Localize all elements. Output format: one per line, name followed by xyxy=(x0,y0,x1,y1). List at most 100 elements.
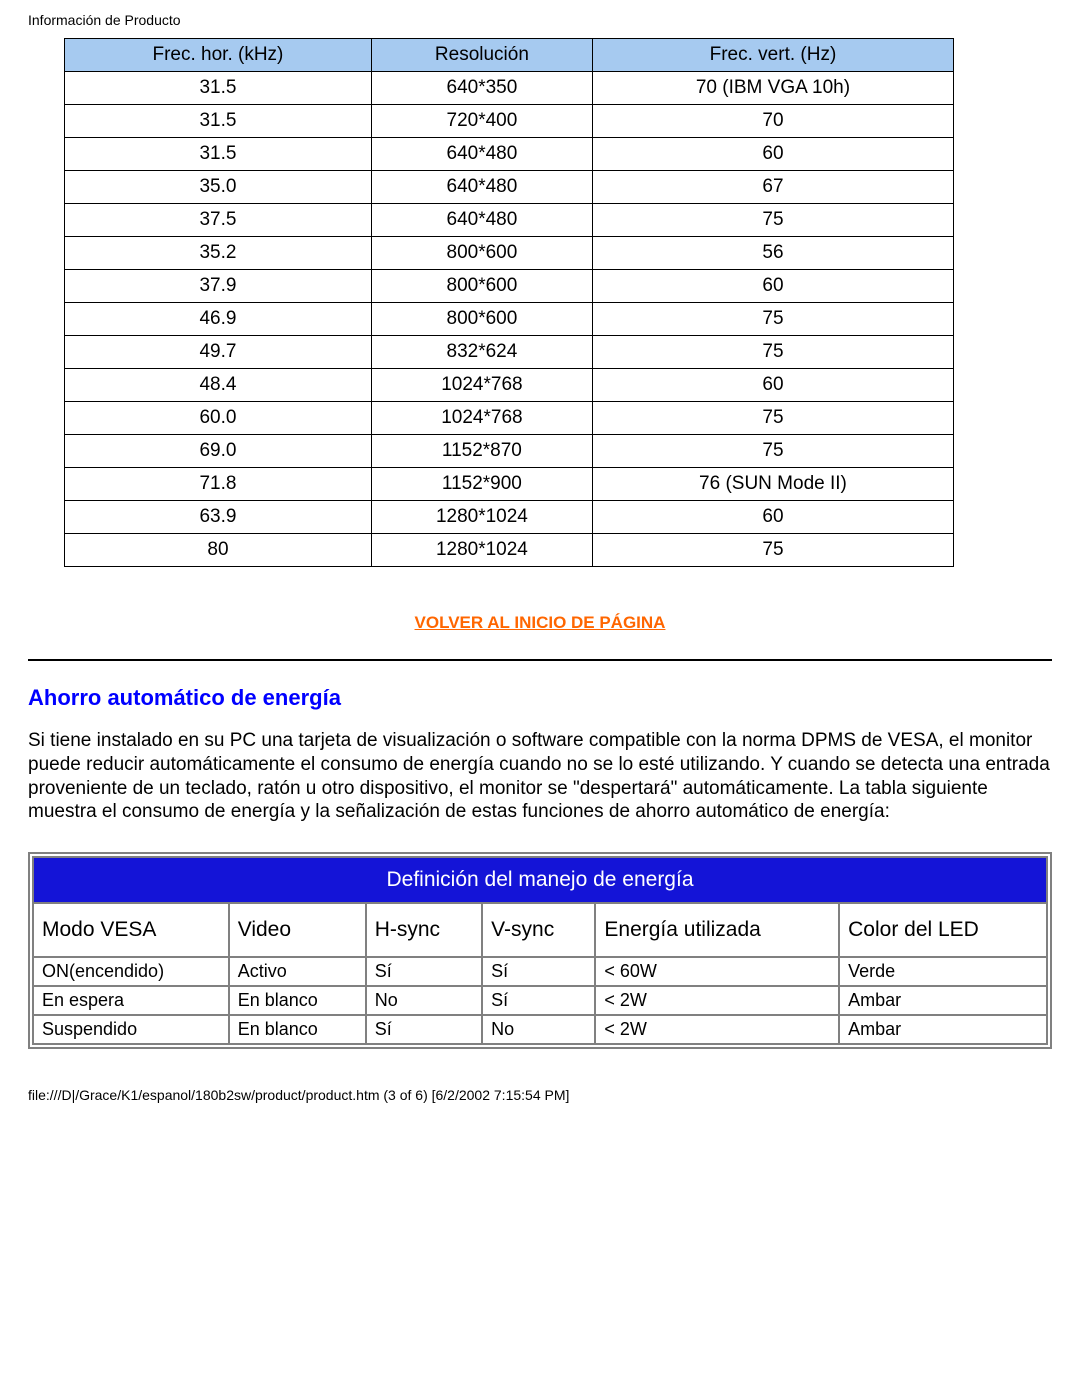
table-row: SuspendidoEn blancoSíNo< 2WAmbar xyxy=(33,1015,1047,1044)
table-cell: 832*624 xyxy=(371,336,592,369)
table-cell: 1280*1024 xyxy=(371,501,592,534)
table-row: 46.9800*60075 xyxy=(65,303,954,336)
table-cell: 75 xyxy=(592,534,953,567)
table-cell: Sí xyxy=(482,986,595,1015)
table-cell: ON(encendido) xyxy=(33,957,229,986)
table-cell: 800*600 xyxy=(371,303,592,336)
table-cell: 1024*768 xyxy=(371,402,592,435)
table-row: 63.91280*102460 xyxy=(65,501,954,534)
table-cell: Sí xyxy=(482,957,595,986)
table-row: 71.81152*90076 (SUN Mode II) xyxy=(65,468,954,501)
section-title: Ahorro automático de energía xyxy=(28,685,1052,711)
table-cell: 1024*768 xyxy=(371,369,592,402)
power-col-led: Color del LED xyxy=(839,903,1047,957)
table-cell: 1280*1024 xyxy=(371,534,592,567)
table-row: 60.01024*76875 xyxy=(65,402,954,435)
table-cell: 69.0 xyxy=(65,435,372,468)
table-cell: No xyxy=(366,986,482,1015)
table-row: 801280*102475 xyxy=(65,534,954,567)
table-row: ON(encendido)ActivoSíSí< 60WVerde xyxy=(33,957,1047,986)
table-cell: 75 xyxy=(592,402,953,435)
table-cell: Ambar xyxy=(839,986,1047,1015)
table-cell: 70 xyxy=(592,105,953,138)
table-row: 49.7832*62475 xyxy=(65,336,954,369)
table-cell: 31.5 xyxy=(65,105,372,138)
back-to-top-wrap: VOLVER AL INICIO DE PÁGINA xyxy=(28,612,1052,634)
table-cell: < 60W xyxy=(595,957,839,986)
table-cell: 60 xyxy=(592,270,953,303)
table-cell: Ambar xyxy=(839,1015,1047,1044)
resolution-col-hor: Frec. hor. (kHz) xyxy=(65,39,372,72)
table-row: 31.5720*40070 xyxy=(65,105,954,138)
footer-path: file:///D|/Grace/K1/espanol/180b2sw/prod… xyxy=(28,1087,1052,1103)
table-row: 35.2800*60056 xyxy=(65,237,954,270)
table-row: 31.5640*35070 (IBM VGA 10h) xyxy=(65,72,954,105)
table-cell: 46.9 xyxy=(65,303,372,336)
table-cell: 63.9 xyxy=(65,501,372,534)
power-table: Definición del manejo de energía Modo VE… xyxy=(32,856,1048,1045)
table-cell: 31.5 xyxy=(65,72,372,105)
power-col-hsync: H-sync xyxy=(366,903,482,957)
table-cell: 31.5 xyxy=(65,138,372,171)
table-cell: 800*600 xyxy=(371,237,592,270)
table-cell: 67 xyxy=(592,171,953,204)
table-cell: < 2W xyxy=(595,1015,839,1044)
resolution-table: Frec. hor. (kHz) Resolución Frec. vert. … xyxy=(64,38,954,567)
table-cell: < 2W xyxy=(595,986,839,1015)
power-table-head-row: Modo VESA Video H-sync V-sync Energía ut… xyxy=(33,903,1047,957)
table-row: 35.0640*48067 xyxy=(65,171,954,204)
table-cell: 76 (SUN Mode II) xyxy=(592,468,953,501)
table-cell: 70 (IBM VGA 10h) xyxy=(592,72,953,105)
table-cell: 80 xyxy=(65,534,372,567)
table-cell: No xyxy=(482,1015,595,1044)
resolution-table-head-row: Frec. hor. (kHz) Resolución Frec. vert. … xyxy=(65,39,954,72)
table-cell: En blanco xyxy=(229,986,366,1015)
table-cell: 640*480 xyxy=(371,171,592,204)
power-col-video: Video xyxy=(229,903,366,957)
table-cell: 75 xyxy=(592,336,953,369)
table-row: 48.41024*76860 xyxy=(65,369,954,402)
resolution-col-vert: Frec. vert. (Hz) xyxy=(592,39,953,72)
section-body: Si tiene instalado en su PC una tarjeta … xyxy=(28,729,1052,824)
table-cell: Sí xyxy=(366,1015,482,1044)
table-row: En esperaEn blancoNoSí< 2WAmbar xyxy=(33,986,1047,1015)
table-cell: 640*350 xyxy=(371,72,592,105)
table-cell: 37.9 xyxy=(65,270,372,303)
table-cell: 60 xyxy=(592,138,953,171)
table-cell: 640*480 xyxy=(371,204,592,237)
table-cell: 35.2 xyxy=(65,237,372,270)
table-cell: 35.0 xyxy=(65,171,372,204)
power-table-wrap: Definición del manejo de energía Modo VE… xyxy=(28,852,1052,1049)
table-row: 69.01152*87075 xyxy=(65,435,954,468)
table-cell: 75 xyxy=(592,303,953,336)
table-row: 37.9800*60060 xyxy=(65,270,954,303)
table-row: 37.5640*48075 xyxy=(65,204,954,237)
table-cell: 75 xyxy=(592,435,953,468)
table-cell: Suspendido xyxy=(33,1015,229,1044)
table-cell: 640*480 xyxy=(371,138,592,171)
table-cell: Sí xyxy=(366,957,482,986)
table-cell: 60 xyxy=(592,501,953,534)
table-cell: En espera xyxy=(33,986,229,1015)
table-cell: 800*600 xyxy=(371,270,592,303)
table-cell: 1152*870 xyxy=(371,435,592,468)
table-cell: 60.0 xyxy=(65,402,372,435)
page-header: Información de Producto xyxy=(28,12,1052,28)
power-col-energy: Energía utilizada xyxy=(595,903,839,957)
table-row: 31.5640*48060 xyxy=(65,138,954,171)
power-col-mode: Modo VESA xyxy=(33,903,229,957)
table-cell: 1152*900 xyxy=(371,468,592,501)
table-cell: 720*400 xyxy=(371,105,592,138)
table-cell: Activo xyxy=(229,957,366,986)
table-cell: En blanco xyxy=(229,1015,366,1044)
power-col-vsync: V-sync xyxy=(482,903,595,957)
table-cell: Verde xyxy=(839,957,1047,986)
table-cell: 71.8 xyxy=(65,468,372,501)
table-cell: 60 xyxy=(592,369,953,402)
table-cell: 75 xyxy=(592,204,953,237)
table-cell: 49.7 xyxy=(65,336,372,369)
back-to-top-link[interactable]: VOLVER AL INICIO DE PÁGINA xyxy=(415,613,666,632)
table-cell: 37.5 xyxy=(65,204,372,237)
table-cell: 56 xyxy=(592,237,953,270)
resolution-col-res: Resolución xyxy=(371,39,592,72)
